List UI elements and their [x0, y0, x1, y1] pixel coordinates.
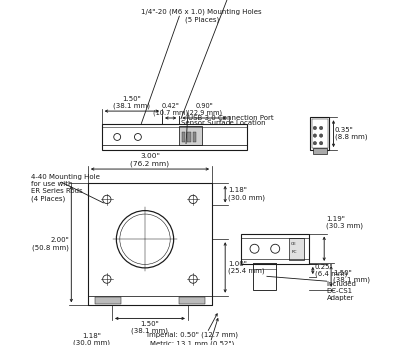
- Bar: [88, 183, 212, 305]
- Circle shape: [313, 126, 317, 130]
- Text: FC: FC: [291, 250, 297, 254]
- Bar: [289, 238, 304, 260]
- Bar: [242, 234, 309, 264]
- Circle shape: [319, 126, 323, 130]
- Bar: [179, 297, 205, 304]
- Text: 1.18"
(30.0 mm): 1.18" (30.0 mm): [73, 333, 110, 345]
- Text: 1.50"
(38.1 mm): 1.50" (38.1 mm): [113, 96, 150, 109]
- Text: Included
DC-CS1
Adapter: Included DC-CS1 Adapter: [327, 281, 356, 301]
- Text: Sensor Surface Location: Sensor Surface Location: [181, 120, 266, 126]
- Circle shape: [313, 134, 317, 137]
- Bar: [102, 124, 246, 150]
- Text: 0.42"
(10.7 mm): 0.42" (10.7 mm): [153, 103, 188, 116]
- Text: 1.00"
(25.4 mm): 1.00" (25.4 mm): [228, 261, 264, 274]
- Text: 0.35"
(8.8 mm): 0.35" (8.8 mm): [335, 127, 367, 140]
- Bar: [313, 148, 327, 154]
- Text: CE: CE: [291, 242, 297, 246]
- Text: 1/4"-20 (M6 x 1.0) Mounting Holes
(5 Places): 1/4"-20 (M6 x 1.0) Mounting Holes (5 Pla…: [142, 9, 262, 23]
- Circle shape: [313, 141, 317, 145]
- Text: 0.25"
(6.4 mm): 0.25" (6.4 mm): [315, 264, 347, 277]
- Text: 1.18"
(30.0 mm): 1.18" (30.0 mm): [228, 187, 265, 201]
- Text: 2.00"
(50.8 mm): 2.00" (50.8 mm): [32, 237, 69, 251]
- Circle shape: [319, 134, 323, 137]
- Text: 1.50"
(38.1 mm): 1.50" (38.1 mm): [333, 269, 370, 283]
- Text: 1.19"
(30.3 mm): 1.19" (30.3 mm): [326, 216, 363, 229]
- Bar: [179, 126, 202, 145]
- Text: USB 3.0 Connection Port: USB 3.0 Connection Port: [188, 115, 274, 120]
- Circle shape: [319, 141, 323, 145]
- Text: Metric: 13.1 mm (0.52"): Metric: 13.1 mm (0.52"): [150, 341, 234, 345]
- Bar: [95, 297, 121, 304]
- Bar: [312, 119, 328, 148]
- Text: 0.90"
(22.9 mm): 0.90" (22.9 mm): [187, 103, 222, 116]
- Bar: [254, 263, 276, 290]
- Bar: [193, 132, 196, 142]
- Bar: [310, 117, 329, 150]
- Bar: [187, 132, 191, 142]
- Bar: [88, 296, 212, 305]
- Text: Imperial: 0.50" (12.7 mm): Imperial: 0.50" (12.7 mm): [146, 331, 238, 338]
- Text: 1.50"
(38.1 mm): 1.50" (38.1 mm): [132, 321, 168, 334]
- Text: 3.00"
(76.2 mm): 3.00" (76.2 mm): [130, 154, 170, 167]
- Bar: [182, 132, 185, 142]
- Text: 4-40 Mounting Hole
for use with
ER Series Rods
(4 Places): 4-40 Mounting Hole for use with ER Serie…: [31, 174, 100, 202]
